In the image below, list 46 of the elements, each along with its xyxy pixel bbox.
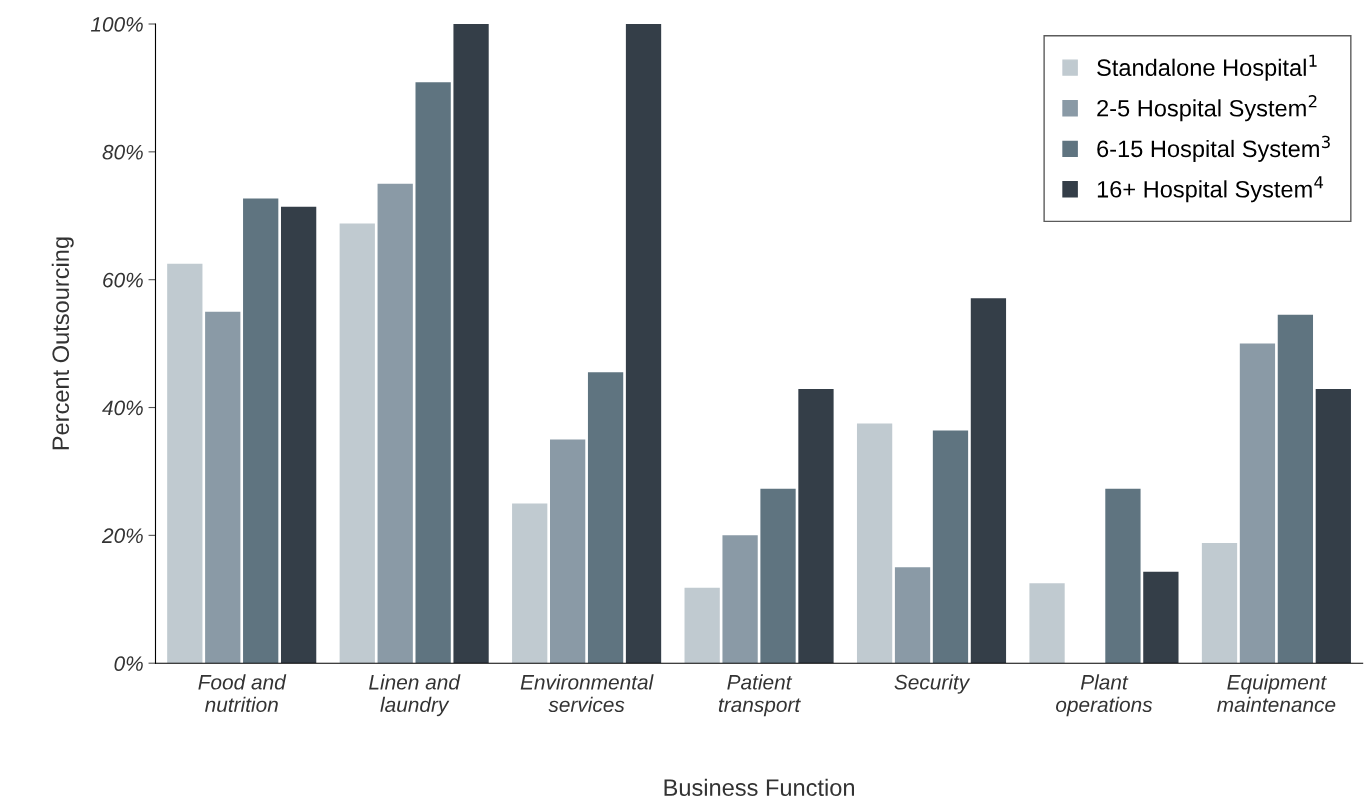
bar bbox=[1239, 343, 1276, 664]
bar bbox=[894, 567, 931, 664]
bar bbox=[1201, 543, 1238, 664]
bar bbox=[1029, 583, 1065, 664]
y-tick-label: 40% bbox=[102, 400, 143, 416]
bar bbox=[415, 82, 451, 664]
x-tick-label: Food and nutrition bbox=[198, 674, 287, 713]
x-tick-label: Patient transport bbox=[718, 674, 801, 717]
bar bbox=[722, 535, 758, 664]
bar bbox=[167, 263, 203, 664]
bar bbox=[512, 503, 548, 664]
bar bbox=[205, 311, 241, 664]
bar bbox=[453, 24, 489, 664]
x-tick-label: Equipment maintenance bbox=[1217, 674, 1336, 713]
legend-label: Standalone Hospital$^{1}$ bbox=[1097, 54, 1317, 81]
y-tick-label: 20% bbox=[101, 528, 143, 544]
bar bbox=[856, 423, 893, 664]
x-tick-label: Security bbox=[894, 674, 971, 694]
bar bbox=[684, 587, 720, 664]
y-tick-label: 0% bbox=[114, 656, 143, 671]
bar bbox=[587, 372, 624, 664]
y-axis-title: Percent Outsourcing bbox=[51, 237, 74, 450]
y-tick-label: 60% bbox=[103, 272, 143, 288]
x-tick-label: Linen and laundry bbox=[369, 674, 461, 717]
legend-label: 2-5 Hospital System$^{2}$ bbox=[1097, 95, 1317, 122]
bar bbox=[280, 206, 317, 664]
x-axis-title: Business Function bbox=[664, 778, 854, 797]
y-tick-label: 100% bbox=[90, 17, 143, 32]
bar bbox=[760, 488, 796, 664]
bar bbox=[339, 223, 375, 664]
bar bbox=[1105, 488, 1141, 664]
x-tick-label: Plant operations bbox=[1056, 674, 1153, 717]
legend-label: 6-15 Hospital System$^{3}$ bbox=[1097, 135, 1330, 162]
bar bbox=[377, 183, 413, 664]
bar bbox=[625, 24, 662, 664]
bar bbox=[932, 430, 969, 664]
bar bbox=[798, 388, 834, 664]
bar bbox=[243, 198, 279, 664]
y-tick-label: 80% bbox=[102, 144, 143, 160]
x-tick-label: Environmental services bbox=[520, 674, 654, 713]
bar bbox=[1143, 571, 1179, 664]
bar bbox=[1277, 314, 1314, 664]
bar bbox=[1315, 388, 1351, 664]
legend-label: 16+ Hospital System$^{4}$ bbox=[1097, 176, 1324, 203]
bar bbox=[970, 298, 1007, 664]
bar bbox=[550, 439, 586, 664]
